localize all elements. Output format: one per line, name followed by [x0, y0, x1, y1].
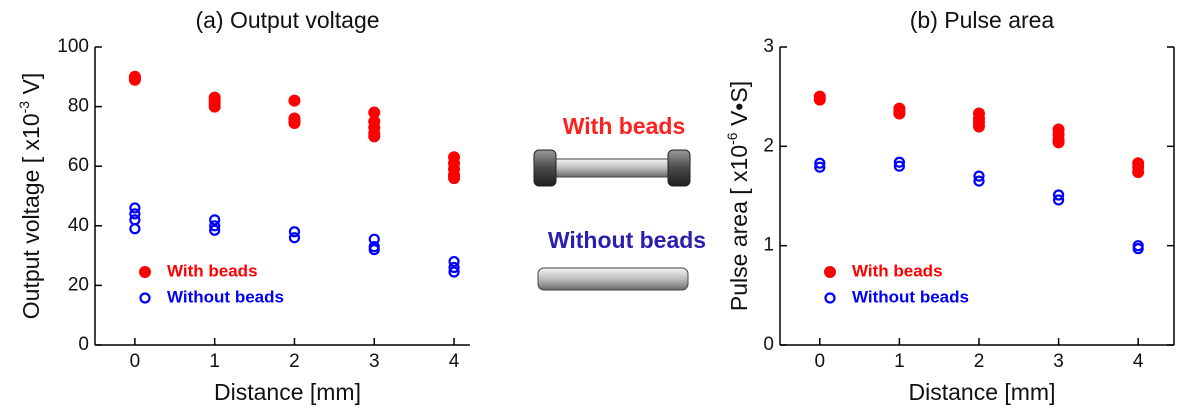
data-point [288, 116, 301, 129]
x-axis-label: Distance [mm] [909, 379, 1056, 405]
y-axis-label-part: -6 [724, 132, 740, 145]
data-point [129, 202, 141, 214]
data-point [973, 170, 985, 182]
y-tick-label: 0 [78, 334, 89, 355]
data-point [972, 120, 985, 133]
x-tick-label: 0 [130, 351, 141, 372]
y-axis-label-part: Output voltage [ x10 [18, 113, 44, 319]
data-point [973, 175, 985, 187]
data-point [1052, 189, 1065, 201]
without-beads-label: Without beads [548, 227, 706, 253]
y-tick-label: 80 [68, 96, 89, 117]
y-axis-label: Output voltage [ x10-3 V] [16, 73, 44, 319]
data-point [814, 161, 826, 173]
legend-marker [824, 292, 836, 304]
with-beads-label: With beads [563, 113, 685, 139]
x-tick-label: 1 [894, 351, 905, 372]
chart-title: (b) Pulse area [910, 7, 1055, 33]
data-point [129, 223, 141, 235]
data-point [288, 232, 301, 244]
data-point [288, 226, 301, 238]
data-point [813, 93, 826, 106]
y-tick-label: 2 [763, 135, 774, 156]
y-tick-label: 60 [68, 155, 89, 176]
data-point [208, 100, 221, 113]
y-tick-label: 1 [763, 235, 774, 256]
y-axis-label-part: -3 [16, 101, 32, 114]
data-point [129, 208, 141, 220]
y-tick-label: 40 [68, 215, 89, 236]
data-point [209, 214, 221, 226]
data-point [893, 156, 905, 168]
rod-with-beads [533, 149, 691, 187]
data-point [448, 261, 460, 274]
x-tick-label: 4 [449, 351, 460, 372]
legend-label: With beads [167, 261, 258, 280]
data-point [1132, 166, 1145, 179]
x-axis-label: Distance [mm] [214, 379, 361, 405]
data-point [209, 220, 221, 232]
x-tick-label: 2 [289, 351, 300, 372]
chart-title: (a) Output voltage [195, 7, 379, 33]
x-tick-label: 3 [1053, 351, 1064, 372]
y-axis-label-part: V•S] [726, 81, 752, 133]
data-point [1052, 136, 1065, 149]
data-point [1052, 194, 1065, 206]
legend-marker [824, 266, 836, 278]
data-point [893, 160, 905, 172]
y-tick-label: 3 [763, 36, 774, 57]
data-point [288, 94, 301, 107]
y-axis-label-part: V] [18, 73, 44, 101]
legend-marker [139, 292, 151, 304]
data-point [448, 172, 461, 185]
data-point [448, 266, 460, 278]
y-axis-label: Pulse area [ x10-6 V•S] [724, 81, 752, 311]
x-tick-label: 0 [815, 351, 826, 372]
y-tick-label: 0 [763, 334, 774, 355]
rod-without-beads [537, 267, 689, 291]
data-point [129, 214, 141, 226]
legend-label: Without beads [167, 287, 284, 306]
y-tick-label: 100 [57, 36, 89, 57]
data-point [448, 255, 460, 268]
data-point [368, 233, 380, 245]
data-point [209, 224, 221, 236]
x-tick-label: 1 [209, 351, 220, 372]
data-point [128, 72, 141, 85]
y-tick-label: 20 [68, 274, 89, 295]
legend-label: Without beads [852, 287, 969, 306]
legend-label: With beads [852, 261, 943, 280]
x-tick-label: 4 [1133, 351, 1144, 372]
data-point [814, 157, 826, 169]
data-point [368, 130, 381, 143]
data-point [1132, 243, 1144, 255]
legend-marker [139, 266, 151, 278]
x-tick-label: 3 [369, 351, 380, 372]
data-point [893, 107, 906, 120]
y-axis-label-part: Pulse area [ x10 [726, 145, 752, 311]
x-tick-label: 2 [974, 351, 985, 372]
data-point [368, 244, 380, 256]
